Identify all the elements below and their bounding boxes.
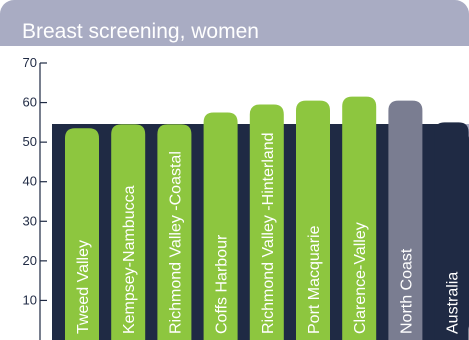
bar [203, 112, 238, 340]
y-tick-label: 20 [23, 253, 37, 268]
bar [434, 122, 469, 340]
bar-group: Australia [434, 122, 469, 340]
bar-category-label: Tweed Valley [75, 240, 92, 334]
y-tick-label: 50 [23, 134, 37, 149]
bars: Tweed Valley Kempsey-Nambucca Richmond Val… [65, 96, 469, 340]
bar-category-label: Kempsey-Nambucca [121, 185, 138, 334]
y-tick-label: 70 [23, 55, 37, 70]
bar-category-label: Port Macquarie [306, 225, 323, 334]
bar-category-label: Richmond Valley -Hinterland [260, 132, 277, 334]
bar-category-label: Australia [445, 272, 462, 334]
bar-group: Clarence-Valley [342, 96, 377, 340]
y-axis: 10 20 30 40 50 60 70 [23, 55, 47, 340]
y-tick-label: 60 [23, 95, 37, 110]
bar-category-label: North Coast [398, 248, 415, 334]
bar [388, 100, 423, 340]
bar [249, 104, 284, 340]
y-tick-label: 40 [23, 174, 37, 189]
bar-group: Richmond Valley -Hinterland [249, 104, 284, 340]
bar-group: North Coast [388, 100, 423, 340]
bar-category-label: Coffs Harbour [214, 234, 231, 334]
chart-title: Breast screening, women [22, 20, 259, 43]
y-tick-label: 10 [23, 292, 37, 307]
bar-group: Richmond Valley -Coastal [157, 124, 192, 340]
bar-group: Coffs Harbour [203, 112, 238, 340]
bar [342, 96, 377, 340]
plot-area [0, 46, 52, 340]
bar-category-label: Clarence-Valley [352, 222, 369, 334]
bar [65, 128, 99, 340]
bar [296, 100, 330, 340]
bar-group: Tweed Valley [65, 128, 99, 340]
bar-group: Kempsey-Nambucca [111, 124, 146, 340]
bar [111, 124, 146, 340]
bar-category-label: Richmond Valley -Coastal [167, 151, 184, 334]
bar [157, 124, 192, 340]
bar-group: Port Macquarie [296, 100, 330, 340]
y-tick-label: 30 [23, 213, 37, 228]
